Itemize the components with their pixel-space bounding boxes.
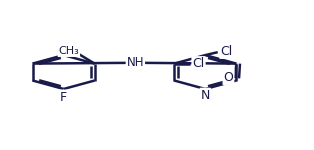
Text: NH: NH	[127, 56, 144, 69]
Text: Cl: Cl	[220, 45, 233, 58]
Text: CH₃: CH₃	[58, 46, 79, 56]
Text: N: N	[201, 89, 210, 102]
Text: F: F	[60, 91, 67, 104]
Text: O: O	[224, 71, 233, 84]
Text: Cl: Cl	[192, 57, 205, 70]
